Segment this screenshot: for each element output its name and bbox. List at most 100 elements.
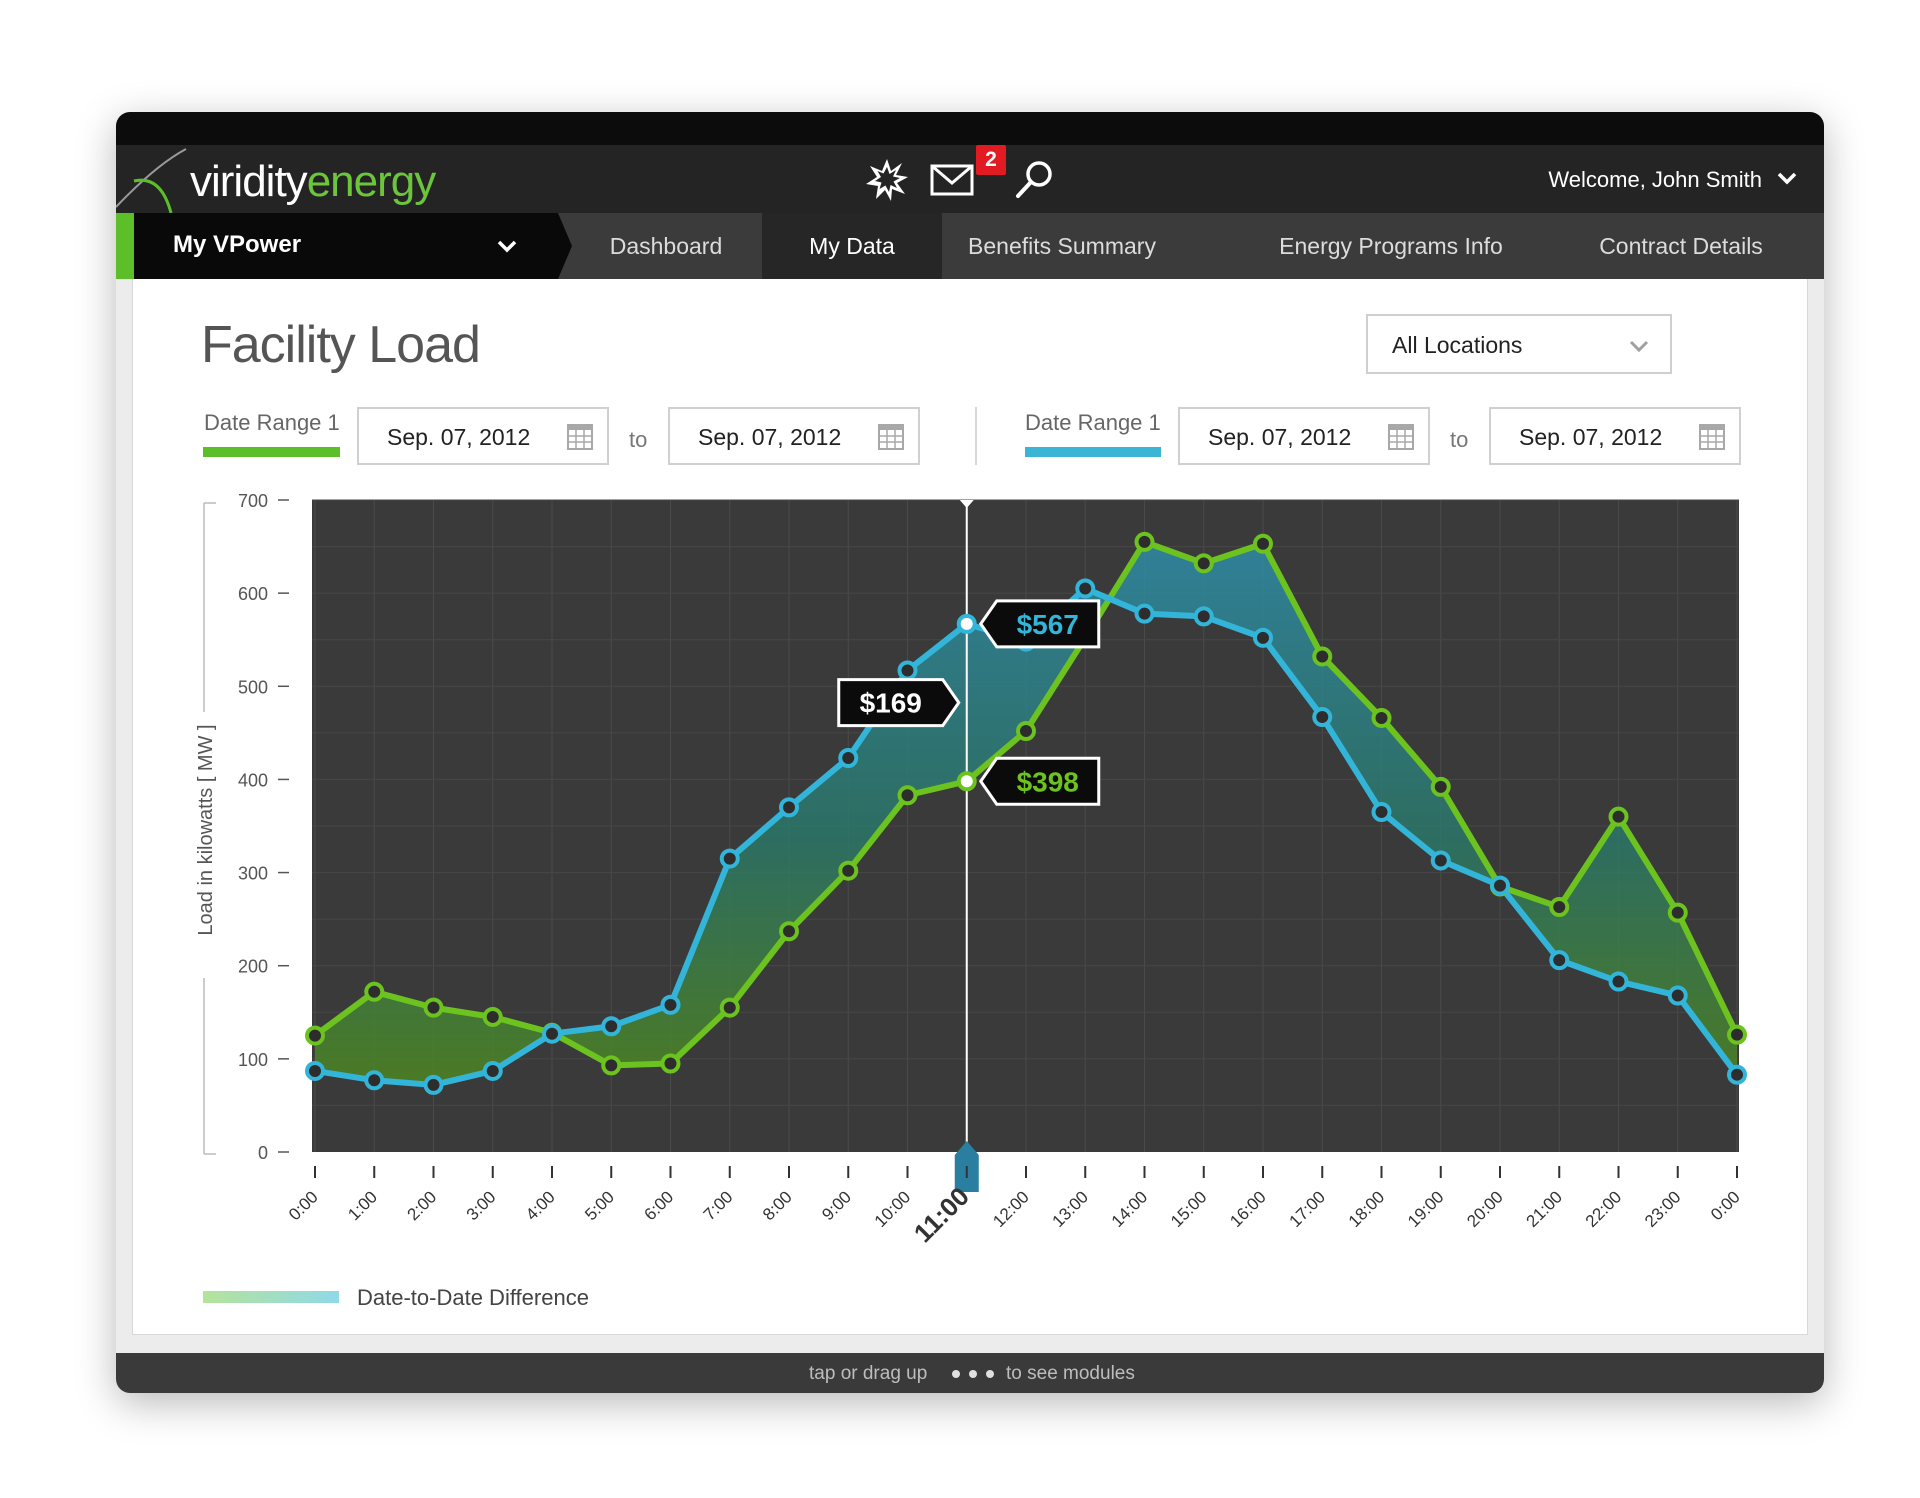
data-point-series-1[interactable] [1134, 531, 1155, 552]
data-point-series-1[interactable] [305, 1025, 325, 1046]
data-point-series-1[interactable] [1371, 707, 1392, 728]
chevron-down-icon [1629, 340, 1649, 353]
search-icon[interactable] [1012, 157, 1058, 203]
tab-benefits-summary[interactable]: Benefits Summary [968, 232, 1156, 259]
data-point-series-1[interactable] [660, 1053, 681, 1074]
date-range-2-to-label: to [1450, 427, 1469, 452]
callout-top-text: $567 [1017, 609, 1079, 640]
vpower-label: My VPower [173, 231, 302, 258]
data-point-series-1[interactable] [1430, 776, 1451, 797]
callout-difference-text: $169 [860, 688, 922, 719]
tab-contract-details[interactable]: Contract Details [1599, 232, 1763, 259]
data-point-series-2[interactable] [1075, 578, 1096, 599]
y-tick-label: 500 [238, 677, 268, 697]
tab-dashboard[interactable]: Dashboard [609, 232, 723, 259]
data-point-series-2[interactable] [1490, 875, 1510, 896]
location-select[interactable]: All Locations [1366, 314, 1672, 374]
data-point-series-2[interactable] [542, 1023, 562, 1044]
data-point-series-1[interactable] [1312, 646, 1333, 667]
welcome-user-menu[interactable]: Welcome, John Smith [1548, 167, 1762, 192]
calendar-icon[interactable] [567, 424, 593, 450]
data-point-series-2[interactable] [1667, 985, 1688, 1006]
data-point-series-1[interactable] [897, 785, 918, 806]
data-point-series-2[interactable] [1430, 850, 1451, 871]
data-point-series-2[interactable] [1608, 971, 1629, 992]
y-tick-label: 300 [238, 864, 268, 884]
y-tick-label: 600 [238, 584, 268, 604]
y-tick-label: 100 [238, 1050, 268, 1070]
data-point-series-2[interactable] [719, 848, 740, 869]
data-point-series-1[interactable] [1667, 902, 1688, 923]
chevron-down-icon[interactable] [1776, 167, 1798, 189]
date-range-2-to-field[interactable]: Sep. 07, 2012 [1489, 407, 1741, 465]
x-tick-label: 16:00 [1226, 1187, 1270, 1231]
data-point-series-2[interactable] [956, 613, 977, 634]
data-point-series-1[interactable] [838, 860, 859, 881]
data-point-series-2[interactable] [1253, 627, 1273, 648]
data-point-series-1[interactable] [601, 1055, 622, 1076]
x-tick-label: 14:00 [1108, 1187, 1152, 1231]
data-point-series-1[interactable] [423, 997, 444, 1018]
envelope-icon[interactable] [929, 157, 975, 203]
data-point-series-1[interactable] [956, 771, 977, 792]
x-tick-label: 20:00 [1463, 1187, 1507, 1231]
data-point-series-1[interactable] [1549, 897, 1570, 918]
logo-swoosh-icon [116, 148, 187, 213]
date-range-1-color-bar [203, 447, 340, 457]
x-tick-label: 6:00 [640, 1187, 677, 1224]
drag-handle-dots-icon[interactable] [951, 1370, 995, 1378]
x-tick-label: 21:00 [1523, 1187, 1567, 1231]
data-point-series-2[interactable] [897, 660, 918, 681]
date-range-1-label: Date Range 1 [204, 410, 340, 435]
tab-energy-programs-info[interactable]: Energy Programs Info [1279, 232, 1503, 259]
modules-drawer-handle[interactable]: tap or drag up to see modules [116, 1353, 1824, 1393]
data-point-series-1[interactable] [779, 921, 799, 942]
data-point-series-1[interactable] [1016, 720, 1036, 741]
data-point-series-2[interactable] [482, 1060, 503, 1081]
x-tick-label: 10:00 [871, 1187, 915, 1231]
vpower-dropdown[interactable]: My VPower [116, 213, 558, 279]
facility-load-chart[interactable]: 0 100 200 300 400 500 600 700 Load in kilowatts… [0, 0, 1920, 1270]
x-tick-label: 7:00 [700, 1187, 737, 1224]
y-tick-label: 400 [238, 770, 268, 790]
data-point-series-2[interactable] [1193, 606, 1214, 627]
data-point-series-2[interactable] [1371, 802, 1392, 823]
date-range-1-from-field[interactable]: Sep. 07, 2012 [357, 407, 609, 465]
date-range-separator [975, 407, 977, 465]
data-point-series-2[interactable] [1549, 950, 1570, 971]
data-point-series-2[interactable] [1727, 1064, 1747, 1085]
calendar-icon[interactable] [1699, 424, 1725, 450]
x-tick-label: 15:00 [1167, 1187, 1211, 1231]
data-point-series-1[interactable] [1608, 806, 1629, 827]
brand-name-part2: energy [306, 157, 437, 206]
date-range-1-to-field[interactable]: Sep. 07, 2012 [668, 407, 920, 465]
data-point-series-2[interactable] [838, 748, 859, 769]
data-point-series-2[interactable] [601, 1016, 622, 1037]
data-point-series-2[interactable] [1134, 603, 1155, 624]
series-points[interactable] [305, 531, 1747, 1095]
data-point-series-1[interactable] [1253, 533, 1273, 554]
date-range-2-from-field[interactable]: Sep. 07, 2012 [1178, 407, 1430, 465]
data-point-series-1[interactable] [1193, 553, 1214, 574]
data-point-series-2[interactable] [423, 1074, 444, 1095]
data-point-series-2[interactable] [305, 1060, 325, 1081]
x-tick-label: 18:00 [1345, 1187, 1389, 1231]
calendar-icon[interactable] [1388, 424, 1414, 450]
x-tick-label: 23:00 [1641, 1187, 1685, 1231]
chevron-down-icon [497, 240, 517, 253]
data-point-series-1[interactable] [364, 981, 385, 1002]
calendar-icon[interactable] [878, 424, 904, 450]
data-point-series-1[interactable] [719, 997, 740, 1018]
date-range-2-from-value: Sep. 07, 2012 [1208, 424, 1352, 450]
data-point-series-2[interactable] [779, 797, 799, 818]
data-point-series-1[interactable] [482, 1006, 503, 1027]
data-point-series-2[interactable] [364, 1070, 385, 1091]
data-point-series-2[interactable] [1312, 707, 1333, 728]
x-tick-label: 19:00 [1404, 1187, 1448, 1231]
data-point-series-1[interactable] [1727, 1024, 1747, 1045]
data-point-series-2[interactable] [660, 994, 681, 1015]
x-tick-label: 0:00 [285, 1187, 322, 1224]
brand-logo[interactable]: viridityenergy [190, 157, 437, 207]
starburst-icon[interactable] [864, 157, 910, 203]
x-tick-label: 9:00 [818, 1187, 855, 1224]
